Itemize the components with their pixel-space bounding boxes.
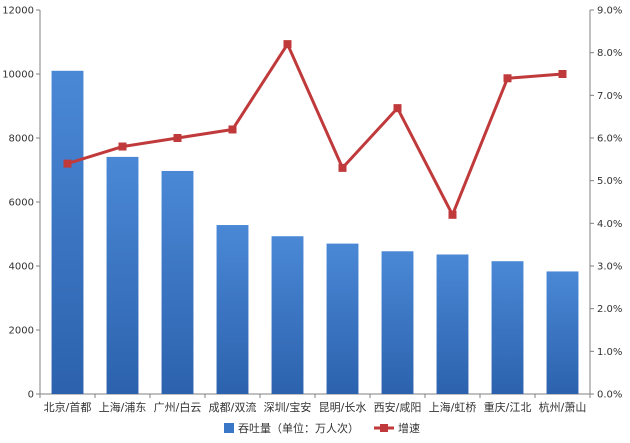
y-right-tick-label: 6.0%: [597, 134, 622, 145]
x-category-label: 西安/咸阳: [374, 400, 422, 414]
y-left-tick-label: 8000: [9, 134, 34, 145]
bar: [491, 261, 524, 394]
bar: [216, 225, 249, 394]
growth-marker: [338, 163, 347, 172]
growth-marker: [393, 104, 402, 113]
legend-line-marker: [380, 424, 388, 432]
growth-marker: [173, 134, 182, 142]
bar: [51, 70, 84, 395]
y-left-tick-label: 12000: [2, 6, 34, 17]
bar: [106, 156, 139, 394]
x-category-label: 北京/首都: [44, 400, 92, 414]
growth-marker: [118, 142, 127, 151]
y-right-tick-label: 3.0%: [597, 262, 622, 273]
y-left-tick-label: 4000: [9, 262, 34, 273]
y-right-tick-label: 2.0%: [597, 304, 622, 315]
bar-series: [51, 70, 579, 395]
bar: [161, 170, 194, 394]
growth-marker: [558, 70, 567, 78]
growth-marker: [283, 40, 292, 49]
y-right-tick-label: 7.0%: [597, 91, 622, 102]
y-right-tick-label: 5.0%: [597, 176, 622, 187]
bar: [546, 271, 579, 394]
x-category-label: 昆明/长水: [319, 401, 367, 414]
y-right-tick-label: 4.0%: [597, 219, 622, 230]
x-category-label: 上海/浦东: [99, 400, 147, 414]
growth-line: [67, 42, 563, 217]
bar: [271, 236, 304, 394]
y-right-tick-label: 0.0%: [597, 390, 622, 401]
x-category-label: 重庆/江北: [484, 400, 532, 414]
y-left-tick-label: 2000: [9, 326, 34, 337]
line-series: [63, 40, 567, 219]
x-category-label: 上海/虹桥: [429, 400, 477, 414]
legend-line-label: 增速: [398, 421, 420, 435]
growth-marker: [503, 74, 512, 83]
bar: [436, 254, 469, 394]
y-left-tick-label: 6000: [9, 198, 34, 209]
bar: [381, 251, 414, 394]
y-right-tick-label: 1.0%: [597, 347, 622, 358]
y-left-tick-label: 10000: [2, 70, 34, 81]
axis-labels: 0 2000 4000 6000 8000 10000 12000 0.0% 1.0% 2.0% 3…: [2, 6, 622, 415]
growth-marker: [228, 125, 237, 134]
legend: 吞吐量（单位：万人次） 增速: [224, 421, 420, 435]
x-category-label: 深圳/宝安: [264, 400, 312, 414]
legend-bar-swatch: [224, 423, 234, 433]
bar: [326, 243, 359, 394]
y-left-tick-label: 0: [28, 390, 34, 401]
y-right-tick-label: 9.0%: [597, 6, 622, 17]
x-category-label: 广州/白云: [154, 400, 202, 414]
x-category-label: 成都/双流: [209, 400, 257, 414]
growth-marker: [63, 159, 72, 168]
y-right-tick-label: 8.0%: [597, 48, 622, 59]
growth-marker: [448, 210, 457, 219]
legend-bar-label: 吞吐量（单位：万人次）: [238, 421, 359, 435]
x-category-label: 杭州/萧山: [539, 400, 587, 414]
